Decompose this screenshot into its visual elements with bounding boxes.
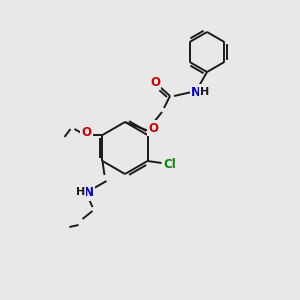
Text: N: N [83, 187, 94, 200]
Text: O: O [82, 127, 92, 140]
Text: O: O [150, 76, 160, 88]
Text: H: H [76, 187, 85, 197]
Text: N: N [191, 85, 201, 98]
Text: Cl: Cl [163, 158, 176, 172]
Text: O: O [148, 122, 158, 134]
Text: H: H [200, 87, 210, 97]
